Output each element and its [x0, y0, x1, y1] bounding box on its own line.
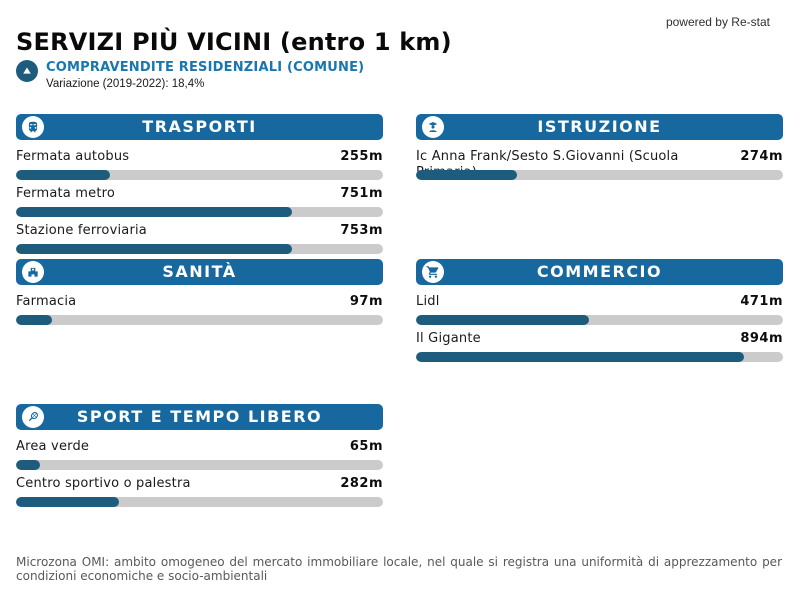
distance-bar-track [16, 170, 383, 180]
panel-title: SPORT E TEMPO LIBERO [76, 407, 323, 426]
item-value: 282m [340, 476, 383, 491]
item-label: Farmacia [16, 294, 77, 309]
distance-item: Centro sportivo o palestra 282m [16, 476, 383, 507]
omi-footnote: Microzona OMI: ambito omogeneo del merca… [16, 555, 782, 583]
item-label: Lidl [416, 294, 440, 309]
distance-bar-fill [16, 207, 292, 217]
panel-title: COMMERCIO [536, 262, 663, 281]
hospital-icon [22, 261, 44, 283]
shopping-cart-icon [422, 261, 444, 283]
page-title: SERVIZI PIÙ VICINI (entro 1 km) [16, 28, 452, 57]
item-value: 65m [349, 439, 383, 454]
item-label: Fermata autobus [16, 149, 130, 164]
distance-item: Ic Anna Frank/Sesto S.Giovanni (Scuola P… [416, 149, 783, 180]
market-summary: COMPRAVENDITE RESIDENZIALI (COMUNE) Vari… [16, 60, 364, 91]
panel-commercio: COMMERCIO Lidl 471m Il Gigante 894m [416, 259, 783, 368]
distance-item: Stazione ferroviaria 753m [16, 223, 383, 254]
panel-trasporti: TRASPORTI Fermata autobus 255m Fermata m… [16, 114, 383, 260]
panel-title: ISTRUZIONE [537, 117, 662, 136]
distance-bar-track [16, 244, 383, 254]
item-value: 255m [340, 149, 383, 164]
item-label: Area verde [16, 439, 90, 454]
tennis-racket-icon [22, 406, 44, 428]
train-icon [22, 116, 44, 138]
panel-header: SANITÀ [16, 259, 383, 285]
item-value: 751m [340, 186, 383, 201]
panel-header: SPORT E TEMPO LIBERO [16, 404, 383, 430]
distance-item: Farmacia 97m [16, 294, 383, 325]
distance-item: Il Gigante 894m [416, 331, 783, 362]
distance-bar-fill [416, 315, 589, 325]
item-value: 471m [740, 294, 783, 309]
item-value: 97m [349, 294, 383, 309]
item-value: 894m [740, 331, 783, 346]
distance-bar-track [416, 170, 783, 180]
distance-bar-track [16, 460, 383, 470]
distance-item: Lidl 471m [416, 294, 783, 325]
item-label: Fermata metro [16, 186, 116, 201]
panel-header: TRASPORTI [16, 114, 383, 140]
panel-title: SANITÀ [162, 262, 237, 281]
distance-bar-fill [416, 170, 517, 180]
distance-item: Area verde 65m [16, 439, 383, 470]
item-value: 274m [740, 149, 783, 164]
powered-by-label: powered by Re-stat [665, 15, 770, 29]
distance-bar-fill [416, 352, 745, 362]
market-label: COMPRAVENDITE RESIDENZIALI (COMUNE) [46, 60, 365, 75]
panel-title: TRASPORTI [142, 117, 257, 136]
student-icon [422, 116, 444, 138]
distance-bar-fill [16, 244, 293, 254]
distance-bar-fill [16, 315, 52, 325]
distance-bar-track [416, 352, 783, 362]
up-arrow-circle-icon [16, 60, 38, 82]
market-variation: Variazione (2019-2022): 18,4% [46, 78, 205, 90]
distance-bar-track [16, 497, 383, 507]
item-label: Stazione ferroviaria [16, 223, 147, 238]
distance-bar-track [416, 315, 783, 325]
panel-header: ISTRUZIONE [416, 114, 783, 140]
item-label: Il Gigante [416, 331, 481, 346]
distance-item: Fermata metro 751m [16, 186, 383, 217]
item-value: 753m [340, 223, 383, 238]
distance-bar-track [16, 207, 383, 217]
distance-bar-fill [16, 170, 110, 180]
panel-istruzione: ISTRUZIONE Ic Anna Frank/Sesto S.Giovann… [416, 114, 783, 186]
distance-bar-track [16, 315, 383, 325]
panel-sanita: SANITÀ Farmacia 97m [16, 259, 383, 331]
distance-bar-fill [16, 460, 40, 470]
panel-sport-tempo-libero: SPORT E TEMPO LIBERO Area verde 65m Cent… [16, 404, 383, 513]
panel-header: COMMERCIO [416, 259, 783, 285]
distance-bar-fill [16, 497, 120, 507]
distance-item: Fermata autobus 255m [16, 149, 383, 180]
item-label: Centro sportivo o palestra [16, 476, 191, 491]
